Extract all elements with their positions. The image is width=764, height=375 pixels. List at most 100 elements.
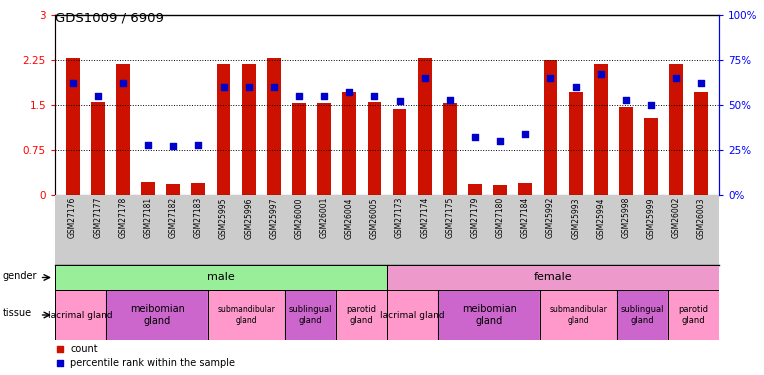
Point (419, 75, 431, 81)
Text: GSM25994: GSM25994 (596, 197, 605, 238)
Text: GSM27181: GSM27181 (144, 197, 153, 238)
Text: GSM27173: GSM27173 (395, 197, 404, 238)
Text: parotid
gland: parotid gland (346, 305, 377, 325)
Point (293, 93, 305, 99)
Text: GSM26003: GSM26003 (697, 197, 706, 238)
Point (645, 102, 657, 108)
Bar (292, 103, 306, 195)
Bar (644, 118, 658, 195)
Point (520, 131, 532, 137)
Text: parotid
gland: parotid gland (678, 305, 708, 325)
Text: male: male (207, 273, 235, 282)
Text: GSM25999: GSM25999 (646, 197, 656, 238)
Bar (141, 182, 155, 195)
Bar (617, 290, 668, 340)
Point (142, 142, 154, 148)
Point (444, 97, 456, 103)
Text: GSM27175: GSM27175 (445, 197, 455, 238)
Text: count: count (70, 344, 98, 354)
Bar (192, 183, 206, 195)
Point (594, 71, 607, 77)
Bar (540, 290, 617, 340)
Bar (443, 103, 457, 195)
Bar (167, 184, 180, 195)
Text: meibomian
gland: meibomian gland (130, 304, 185, 326)
Text: GSM26005: GSM26005 (370, 197, 379, 238)
Text: GSM26002: GSM26002 (672, 197, 681, 238)
Bar (438, 290, 540, 340)
Bar (694, 92, 708, 195)
Bar (66, 58, 79, 195)
Bar (55, 290, 106, 340)
Text: female: female (534, 273, 572, 282)
Text: GSM27176: GSM27176 (68, 197, 77, 238)
Bar (619, 107, 633, 195)
Point (193, 142, 205, 148)
Point (494, 138, 507, 144)
Bar (91, 102, 105, 195)
Text: GSM25992: GSM25992 (546, 197, 555, 238)
Text: gender: gender (3, 271, 37, 281)
Point (66, 80, 79, 86)
Bar (543, 60, 558, 195)
Text: submandibular
gland: submandibular gland (549, 305, 607, 325)
Text: GSM25993: GSM25993 (571, 197, 580, 238)
Text: GSM27174: GSM27174 (420, 197, 429, 238)
Text: GSM25996: GSM25996 (244, 197, 253, 238)
Bar (387, 290, 438, 340)
Bar (55, 265, 387, 290)
Text: GSM26004: GSM26004 (345, 197, 354, 238)
Bar (336, 290, 387, 340)
Point (92, 93, 104, 99)
Bar (367, 102, 381, 195)
Point (54, 346, 66, 352)
Text: meibomian
gland: meibomian gland (461, 304, 516, 326)
Text: lacrimal gland: lacrimal gland (380, 310, 445, 320)
Point (343, 89, 355, 95)
Text: GSM27182: GSM27182 (169, 197, 178, 238)
Point (670, 75, 682, 81)
Text: GDS1009 / 6909: GDS1009 / 6909 (55, 11, 163, 24)
Text: GSM25997: GSM25997 (270, 197, 278, 238)
Point (569, 84, 581, 90)
Bar (519, 183, 533, 195)
Text: GSM25998: GSM25998 (621, 197, 630, 238)
Bar (217, 64, 231, 195)
Bar (116, 64, 130, 195)
Bar (393, 109, 406, 195)
Point (267, 84, 280, 90)
Bar (317, 103, 331, 195)
Text: GSM27179: GSM27179 (471, 197, 480, 238)
Bar (241, 64, 256, 195)
Point (695, 80, 707, 86)
Bar (594, 64, 607, 195)
Bar (418, 58, 432, 195)
Point (117, 80, 129, 86)
Bar (285, 290, 336, 340)
Bar (387, 265, 719, 290)
Point (318, 93, 330, 99)
Text: GSM25995: GSM25995 (219, 197, 228, 238)
Text: GSM27184: GSM27184 (521, 197, 529, 238)
Bar (342, 92, 356, 195)
Point (242, 84, 254, 90)
Text: GSM26000: GSM26000 (294, 197, 303, 238)
Bar (209, 290, 285, 340)
Bar (106, 290, 209, 340)
Text: lacrimal gland: lacrimal gland (48, 310, 113, 320)
Bar (668, 290, 719, 340)
Point (167, 143, 180, 149)
Point (54, 360, 66, 366)
Text: tissue: tissue (3, 308, 32, 318)
Bar (267, 58, 280, 195)
Point (545, 75, 557, 81)
Point (218, 84, 230, 90)
Text: GSM27178: GSM27178 (118, 197, 128, 238)
Text: sublingual
gland: sublingual gland (289, 305, 332, 325)
Text: GSM26001: GSM26001 (319, 197, 329, 238)
Point (469, 134, 481, 140)
Point (620, 97, 632, 103)
Bar (568, 92, 583, 195)
Bar (468, 184, 482, 195)
Text: percentile rank within the sample: percentile rank within the sample (70, 358, 235, 368)
